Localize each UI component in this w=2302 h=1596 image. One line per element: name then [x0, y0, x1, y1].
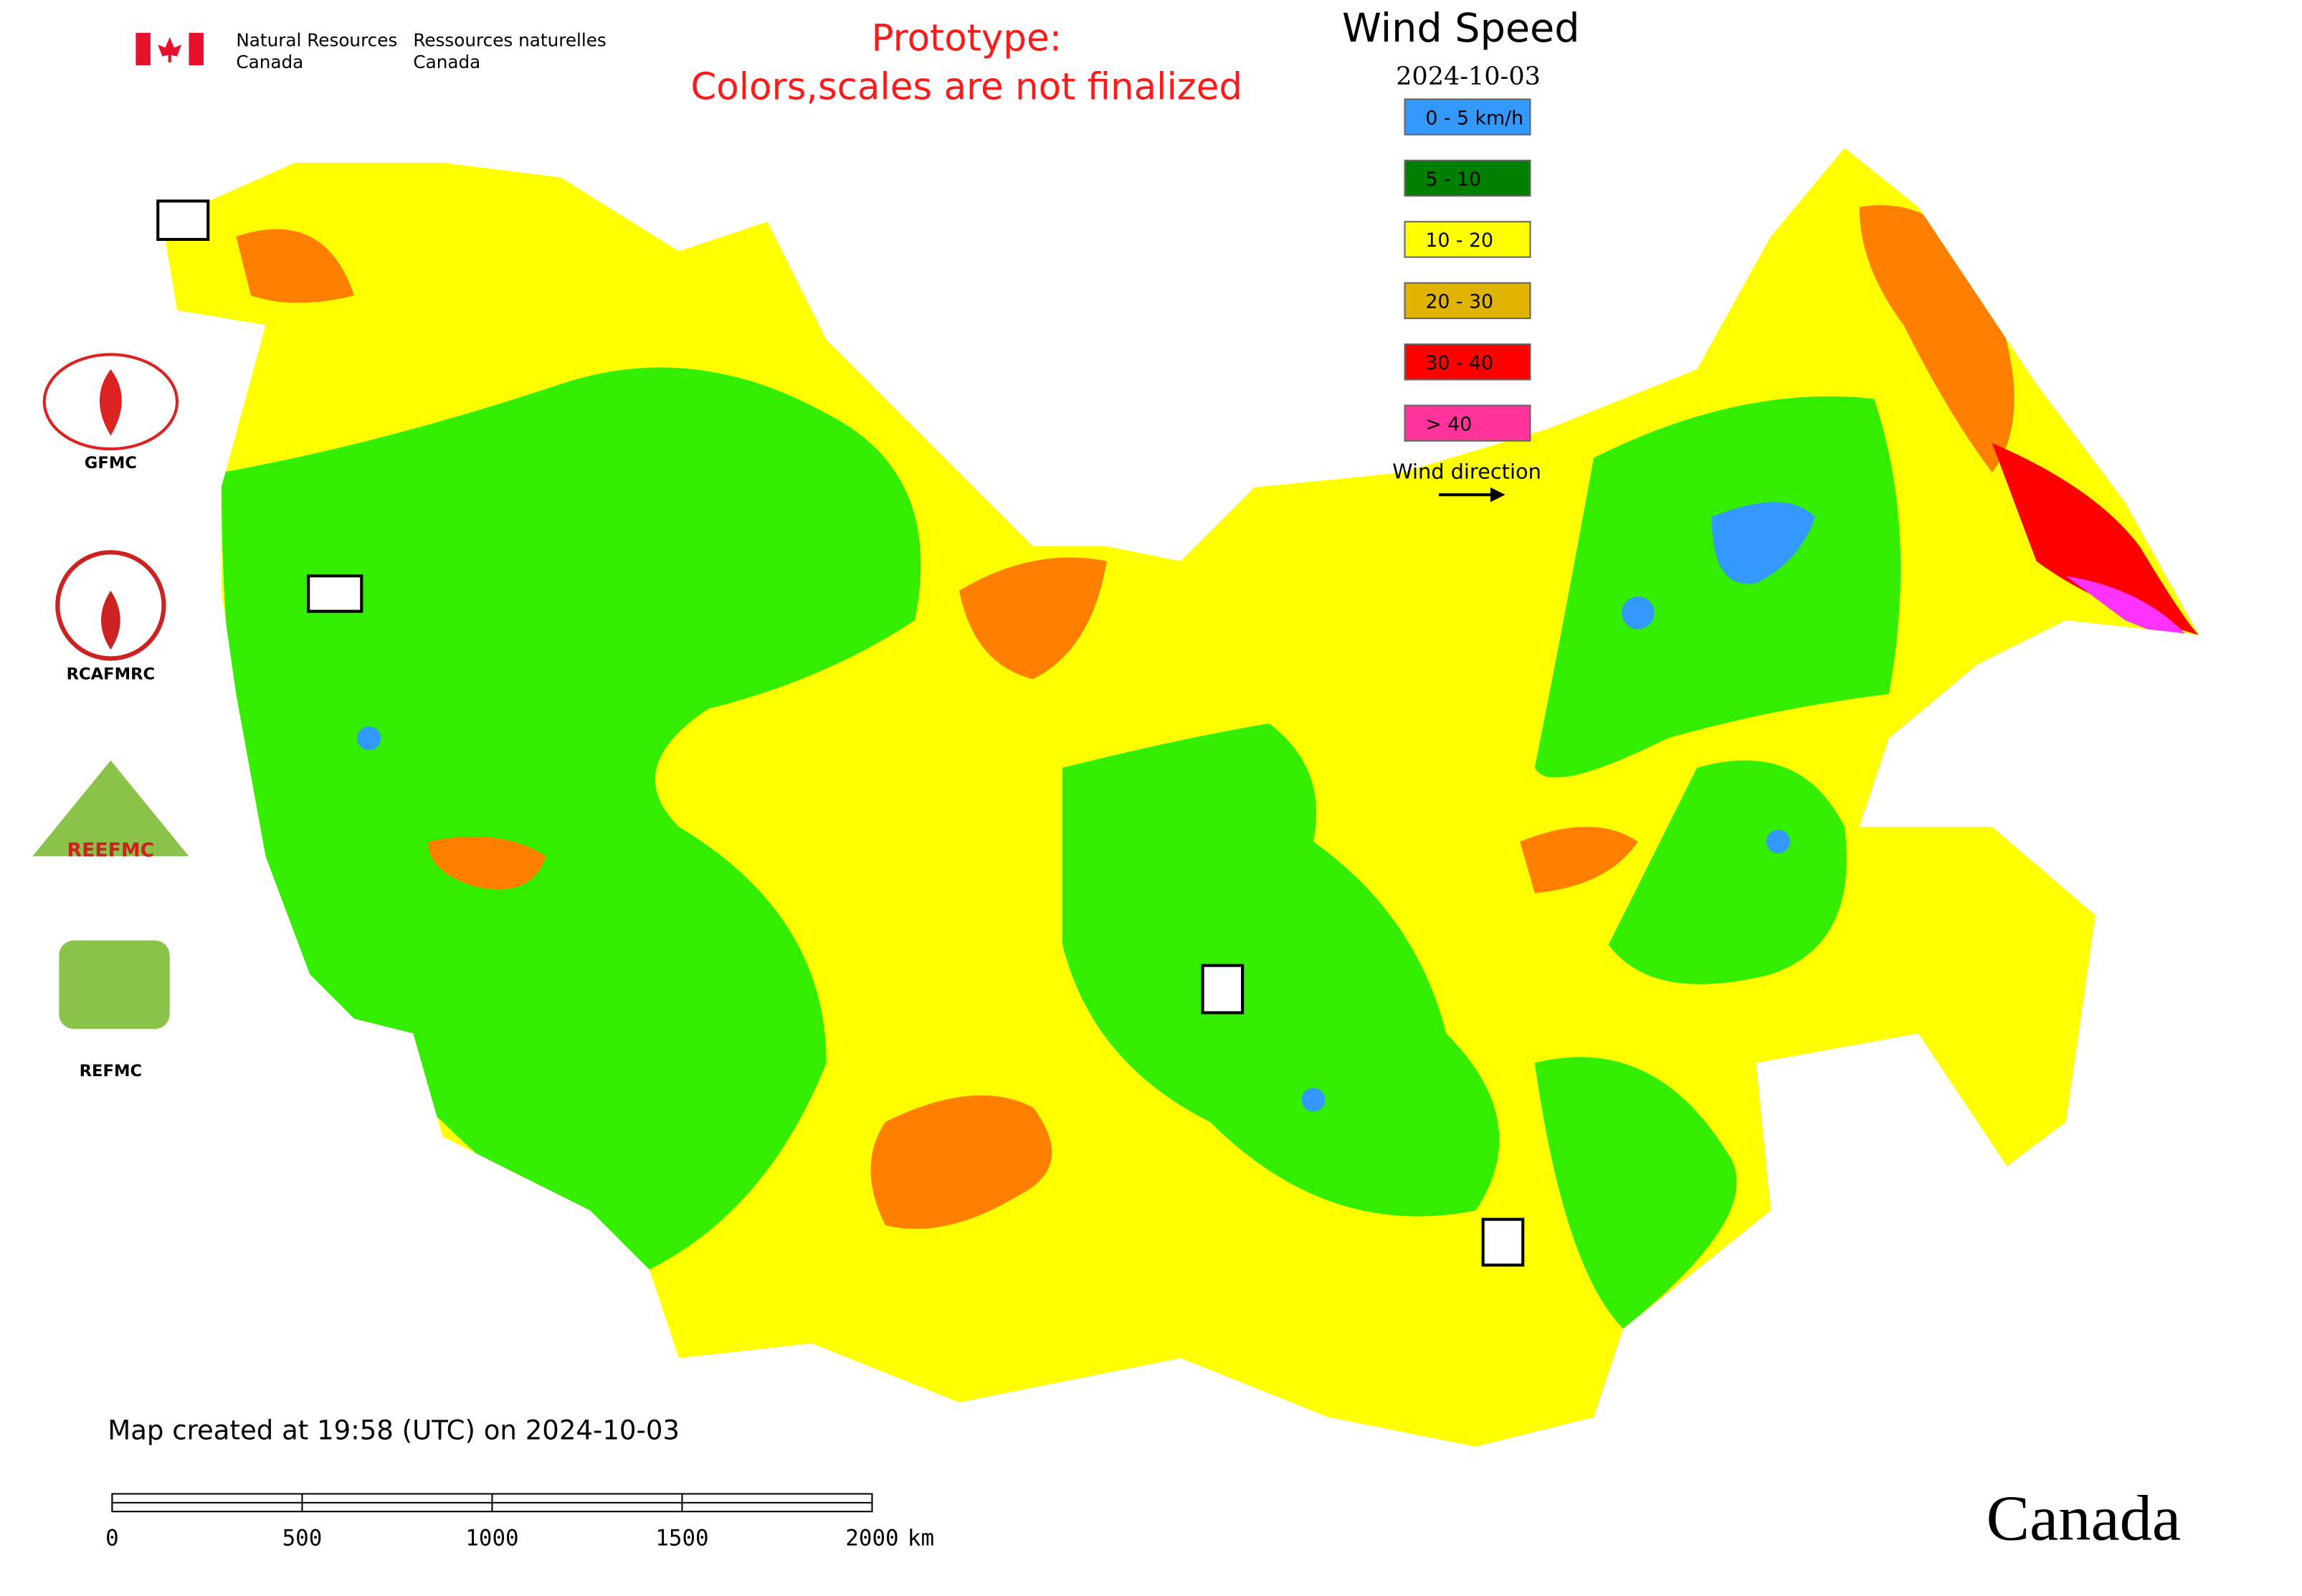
flag-leaf: [158, 37, 182, 62]
zone-green: [1062, 723, 1500, 1217]
scale-label: 1500: [655, 1526, 708, 1552]
zone-blue: [1766, 830, 1790, 854]
flag-bar: [189, 32, 204, 66]
legend-swatch: [1404, 221, 1531, 258]
canada-wordmark: Canada: [1987, 1481, 2182, 1554]
agency-en: Canada: [236, 52, 303, 72]
direction-arrow-head: [1490, 487, 1506, 503]
legend-swatch: [1404, 98, 1531, 136]
legend-date: 2024-10-03: [1396, 62, 1541, 91]
station-marker: [156, 199, 210, 241]
logo-reefmc: [32, 760, 189, 857]
zone-blue: [1301, 1088, 1326, 1112]
legend-label: 0 - 5 km/h: [1425, 107, 1523, 129]
prototype-note: Prototype:: [871, 16, 1061, 60]
legend-swatch: [1404, 159, 1531, 197]
logo-refmc: [59, 940, 170, 1030]
station-marker: [1481, 1217, 1525, 1267]
zone-red: [1992, 442, 2199, 635]
zone-blue: [1622, 597, 1655, 630]
logo-label: RCAFMRC: [67, 665, 156, 683]
zone-orange: [959, 557, 1107, 680]
logo-flame: [99, 369, 122, 436]
logo-label: GFMC: [85, 454, 137, 472]
flag-bar: [135, 32, 151, 66]
logo-flame: [100, 590, 120, 650]
zone-magenta: [2065, 576, 2199, 650]
legend-label: 5 - 10: [1425, 168, 1481, 191]
agency-en: Natural Resources: [236, 29, 397, 50]
zone-blue: [357, 726, 381, 751]
legend-label: > 40: [1425, 413, 1472, 435]
agency-fr: Canada: [413, 52, 480, 72]
legend-label: 30 - 40: [1425, 352, 1493, 374]
zone-green: [1534, 1057, 1737, 1329]
legend-swatch: [1404, 404, 1531, 442]
zone-orange: [870, 1095, 1052, 1230]
agency-fr: Ressources naturelles: [413, 29, 606, 50]
zone-green: [1608, 760, 1847, 984]
scale-bar: 0 500 1000 1500 2000 km: [105, 1493, 934, 1552]
station-marker: [307, 574, 363, 613]
zone-orange: [1520, 827, 1638, 893]
scale-label: 500: [282, 1526, 323, 1552]
station-marker: [1201, 964, 1245, 1015]
zone-green: [1534, 396, 1901, 778]
legend-label: 10 - 20: [1425, 229, 1493, 252]
prototype-note: Colors,scales are not finalized: [690, 65, 1242, 108]
scale-unit: km: [908, 1526, 934, 1552]
scale-label: 2000: [845, 1526, 898, 1552]
legend-title: Wind Speed: [1342, 5, 1579, 52]
zone-blue: [1711, 502, 1815, 584]
legend: 0 - 5 km/h 5 - 10 10 - 20 20 - 30 30 - 40 > 4…: [1404, 98, 1531, 442]
zone-orange: [427, 836, 546, 890]
legend-swatch: [1404, 282, 1531, 320]
direction-label: Wind direction: [1392, 459, 1541, 483]
scale-label: 1000: [465, 1526, 518, 1552]
logo-label: REFMC: [80, 1062, 142, 1080]
legend-swatch: [1404, 343, 1531, 381]
logo-label: REEFMC: [67, 839, 155, 861]
scale-label: 0: [105, 1526, 119, 1552]
created-note: Map created at 19:58 (UTC) on 2024-10-03: [108, 1415, 680, 1445]
legend-label: 20 - 30: [1425, 291, 1493, 313]
zone-orange: [236, 229, 354, 303]
